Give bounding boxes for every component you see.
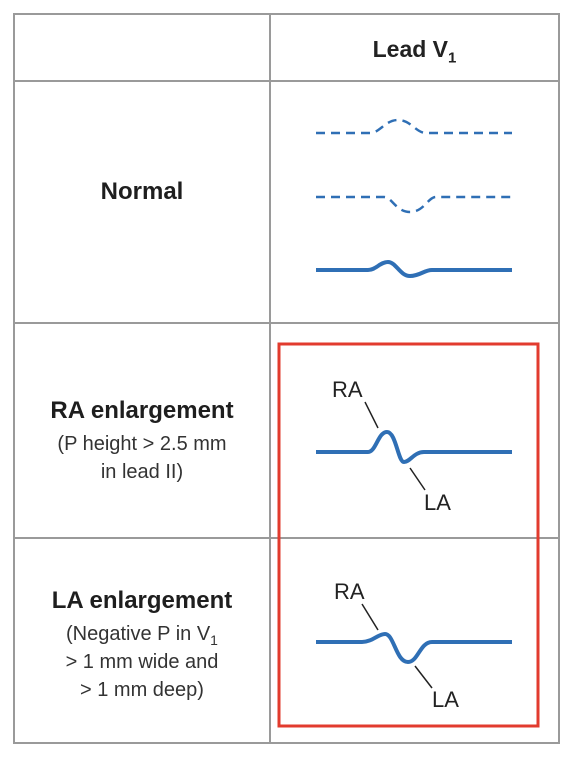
normal-wave-positive-dashed [316,118,512,135]
normal-wave-solid [316,259,512,279]
la-pointer-line [409,467,426,491]
ra-enlargement-wave [316,429,512,465]
row-title-la-enlargement: LA enlargement [51,587,233,614]
row-subtitle-ra-line1: (P height > 2.5 mm [57,433,227,455]
row-subtitle-la-subscript: 1 [210,632,218,648]
row-divider-normal [13,322,560,324]
row-title-ra-enlargement: RA enlargement [50,397,234,424]
la-label: LA [424,490,451,515]
row-title-normal: Normal [100,178,184,205]
lead-subscript: 1 [448,49,457,67]
ra-label-la-row: RA [334,579,365,604]
column-header-lead-v1: Lead V1 [271,36,558,67]
row-subtitle-la-line1: (Negative P in V1 [15,620,269,654]
row-subtitle-ra-line2: in lead II) [100,461,184,483]
normal-wave-negative-dashed [316,195,512,214]
la-enlargement-wave [316,631,512,665]
ra-label: RA [332,377,363,402]
row-subtitle-la-line1-text: (Negative P in V [66,623,211,645]
row-divider-header [13,80,560,82]
table-border-top [13,13,560,15]
table-border-left [13,13,15,744]
lead-label: Lead V [372,36,449,62]
row-subtitle-la-line3: > 1 mm deep) [80,679,204,701]
highlight-box [277,342,540,728]
la-label-la-row: LA [432,687,459,712]
row-subtitle-la-line2: > 1 mm wide and [65,651,219,673]
row-divider-ra [13,537,560,539]
ra-pointer-line-la-row [361,603,379,631]
column-divider [269,13,271,744]
table-border-right [558,13,560,744]
table-border-bottom [13,742,560,744]
ra-pointer-line [364,401,379,429]
la-pointer-line-la-row [414,665,433,689]
